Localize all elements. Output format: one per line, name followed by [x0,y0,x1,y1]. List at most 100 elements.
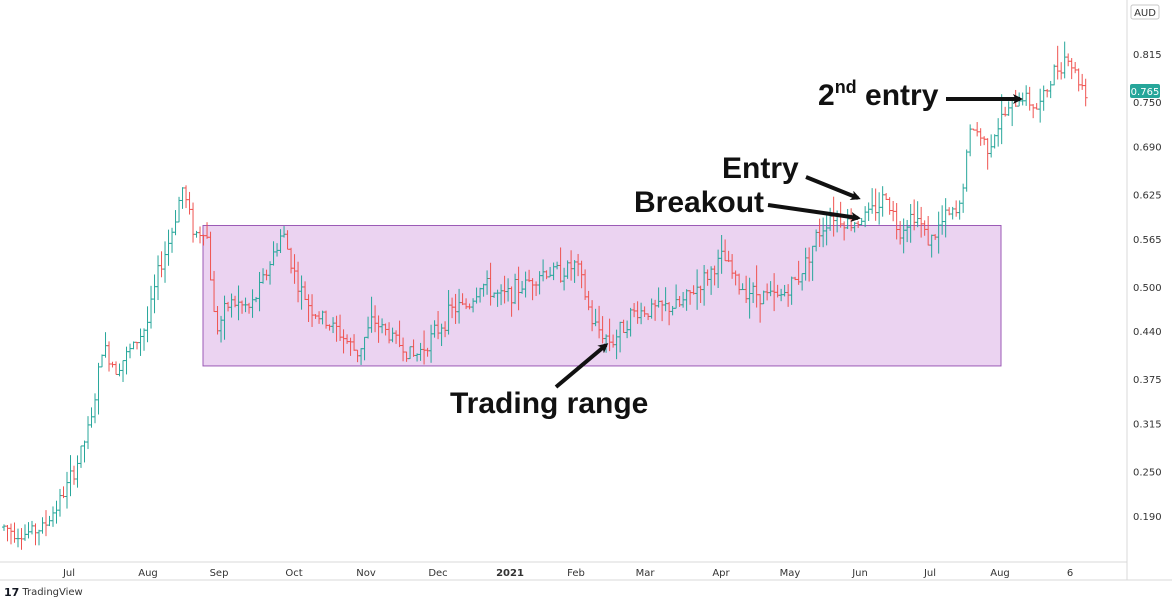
last-price-tag: 0.765 [1130,83,1160,98]
branding-label: TradingView [22,587,83,598]
ohlc-bar [1066,53,1071,67]
ohlc-bar [957,200,962,220]
ohlc-bar [61,486,66,499]
ohlc-bar [1080,73,1085,90]
ohlc-bar [149,285,154,329]
ohlc-bar [1055,45,1060,80]
y-tick-label: 0.250 [1133,468,1162,479]
ohlc-bar [12,522,17,543]
ohlc-bar [1027,86,1032,111]
tradingview-branding[interactable]: 17 TradingView [4,586,83,599]
ohlc-bar [1020,92,1025,106]
ohlc-bar [163,241,168,283]
currency-badge[interactable] [1130,4,1160,20]
y-tick-label: 0.315 [1133,420,1162,431]
ohlc-bar [884,193,889,200]
ohlc-bar [859,218,864,226]
ohlc-bar [992,134,997,149]
y-tick-label: 0.750 [1133,98,1162,109]
ohlc-bar [121,360,126,382]
ohlc-bar [96,362,101,415]
ohlc-bar [5,524,10,542]
ohlc-bar [873,188,878,221]
x-tick-label: 6 [1067,568,1073,579]
ohlc-bar [65,471,70,509]
ohlc-bar [982,136,987,146]
ohlc-bar [947,207,952,216]
ohlc-bar [40,517,45,534]
ohlc-bar [131,341,136,350]
ohlc-bar [950,206,955,220]
ohlc-bar [26,522,31,539]
ohlc-bar [1083,78,1088,107]
ohlc-bar [19,528,24,550]
ohlc-bar [47,515,52,527]
ohlc-bar [128,343,133,359]
ohlc-bar [996,118,1001,147]
ohlc-bar [1041,85,1046,111]
ohlc-bar [985,138,990,170]
y-tick-label: 0.565 [1133,235,1162,246]
ohlc-bar [93,393,98,424]
y-tick-label: 0.690 [1133,142,1162,153]
ohlc-bar [891,200,896,222]
ohlc-bar [2,524,6,531]
ohlc-bar [58,488,63,517]
ohlc-bar [1048,80,1053,99]
x-tick-label: Aug [138,568,158,579]
ohlc-bar [103,332,108,358]
y-tick-labels: 0.815 0.750 0.690 0.625 0.565 0.500 0.440 0.375… [1133,50,1162,523]
ohlc-bar [166,229,171,266]
trading-range-box [202,224,1002,367]
ohlc-bar [961,183,966,213]
ohlc-bar [30,520,35,535]
x-tick-label: Dec [428,568,447,579]
x-tick-label: Aug [990,568,1010,579]
ohlc-bar [51,506,56,527]
ohlc-bar [1006,101,1011,116]
tradingview-logo-icon: 17 [4,586,20,599]
ohlc-bar [1045,88,1050,98]
ohlc-bar [1069,58,1074,80]
entry-annotation: Entry [722,152,861,201]
y-tick-label: 0.375 [1133,375,1162,386]
ohlc-bars [2,41,1088,550]
breakout-annotation: Breakout [634,186,861,222]
x-tick-label: Jul [62,568,75,579]
ohlc-bar [142,328,147,351]
y-tick-label: 0.815 [1133,50,1162,61]
second-entry-sup: nd [835,77,857,97]
trading-range-arrow [554,343,609,389]
ohlc-bar [954,200,959,217]
ohlc-bar [37,529,42,546]
ohlc-bar [44,510,49,537]
ohlc-bar [968,124,973,157]
ohlc-bar [1073,61,1078,74]
ohlc-bar [86,416,91,450]
second-entry-text: 2nd entry [818,77,939,112]
x-tick-label: Nov [356,568,376,579]
x-tick-label: Apr [712,568,730,579]
y-tick-label: 0.500 [1133,283,1162,294]
ohlc-bar [75,455,80,488]
ohlc-bar [999,94,1004,145]
ohlc-bar [72,465,77,485]
second-entry-number: 2 [818,79,835,112]
y-tick-label: 0.625 [1133,190,1162,201]
ohlc-bar [173,210,178,236]
ohlc-bar [170,227,175,253]
ohlc-bar [145,306,150,343]
ohlc-bar [877,192,882,225]
entry-text: Entry [722,152,799,185]
time-axis[interactable]: Jul Aug Sep Oct Nov Dec 2021 Feb Mar Apr May Jun Jul… [62,568,1073,579]
ohlc-bar [1076,68,1081,92]
trading-range-text: Trading range [450,387,648,420]
ohlc-bar [54,500,59,524]
ohlc-bar [198,226,203,244]
ohlc-bar [1031,104,1036,119]
ohlc-bar [9,523,14,545]
ohlc-bar [82,440,87,463]
breakout-arrow [767,203,861,222]
ohlc-bar [1034,103,1039,110]
